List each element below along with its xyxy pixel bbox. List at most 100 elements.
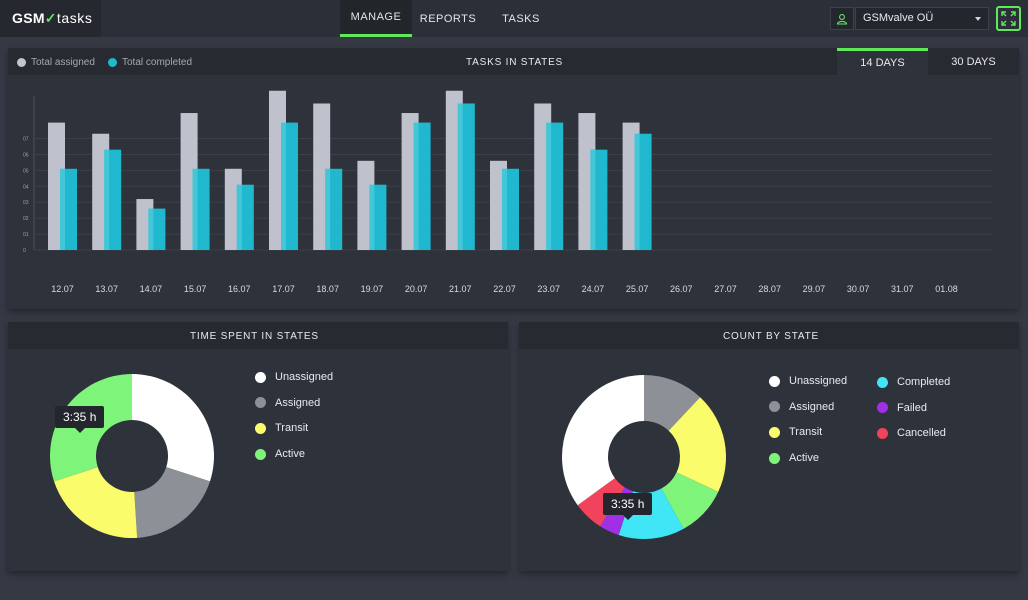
nav-tab-reports-label: REPORTS	[419, 12, 477, 25]
range-14-days-label: 14 DAYS	[860, 57, 905, 69]
legend-item[interactable]: Assigned	[769, 401, 834, 413]
x-tick-label: 29.07	[803, 284, 826, 294]
legend-dot	[769, 452, 780, 464]
donut-slice[interactable]	[54, 467, 138, 538]
legend-item[interactable]: Transit	[769, 426, 822, 438]
time-spent-tooltip: 3:35 h	[55, 406, 105, 433]
donut-slice[interactable]	[134, 467, 210, 538]
bar-highlight	[281, 122, 286, 250]
legend-label: Completed	[897, 376, 951, 388]
y-tick-label: 06	[23, 152, 29, 158]
legend-total-assigned-label: Total assigned	[31, 57, 95, 68]
x-tick-label: 21.07	[449, 284, 472, 294]
legend-dot	[877, 402, 888, 414]
x-tick-label: 12.07	[51, 284, 74, 294]
x-tick-label: 25.07	[626, 284, 649, 294]
legend-item[interactable]: Transit	[255, 422, 308, 434]
fullscreen-icon	[1001, 11, 1016, 26]
legend-label: Assigned	[275, 396, 321, 409]
x-tick-label: 16.07	[228, 284, 251, 294]
legend-item[interactable]: Active	[769, 452, 819, 464]
legend-item[interactable]: Completed	[877, 376, 950, 388]
time-spent-panel: TIME SPENT IN STATES Unassigned Assigned T…	[8, 322, 508, 571]
time-spent-title: TIME SPENT IN STATES	[190, 331, 319, 342]
legend-dot	[769, 375, 780, 387]
logo-tasks-text: tasks	[56, 10, 93, 26]
fullscreen-button[interactable]	[996, 6, 1021, 31]
time-spent-header: TIME SPENT IN STATES	[8, 322, 508, 349]
y-tick-label: 07	[23, 137, 29, 143]
app-logo: GSM✓tasks	[12, 10, 93, 27]
time-spent-tooltip-text: 3:35 h	[63, 410, 97, 424]
bar-highlight	[502, 168, 507, 250]
y-tick-label: 05	[23, 168, 29, 174]
x-tick-label: 17.07	[272, 284, 295, 294]
legend-label: Active	[275, 448, 305, 461]
bar-highlight	[457, 103, 463, 251]
legend-label: Unassigned	[789, 375, 848, 387]
donut-slice[interactable]	[577, 478, 625, 527]
donut-slice[interactable]	[132, 374, 214, 482]
count-by-state-title: COUNT BY STATE	[723, 331, 820, 342]
legend-dot	[255, 397, 266, 409]
legend-dot	[769, 426, 780, 438]
bar-highlight	[104, 149, 110, 250]
bar-highlight	[192, 168, 198, 250]
x-tick-label: 18.07	[316, 284, 339, 294]
count-by-state-header: COUNT BY STATE	[519, 322, 1019, 349]
range-30-days-label: 30 DAYS	[951, 55, 996, 68]
bar-highlight	[413, 122, 419, 250]
legend-label: Transit	[789, 426, 823, 439]
legend-item[interactable]: Unassigned	[255, 371, 333, 383]
bar-highlight	[369, 184, 375, 250]
bar-highlight	[236, 184, 242, 250]
x-tick-label: 15.07	[184, 284, 207, 294]
legend-dot-assigned	[17, 58, 26, 67]
bar-highlight	[590, 149, 596, 250]
legend-dot-completed	[108, 58, 117, 67]
legend-label: Failed	[897, 401, 927, 414]
range-30-days-button[interactable]: 30 DAYS	[928, 48, 1019, 75]
x-tick-label: 30.07	[847, 284, 870, 294]
donut-slice[interactable]	[562, 375, 644, 506]
range-14-days-button[interactable]: 14 DAYS	[837, 48, 928, 75]
tasks-in-states-title: TASKS IN STATES	[466, 57, 564, 68]
legend-item[interactable]: Unassigned	[769, 375, 847, 387]
legend-total-completed[interactable]: Total completed	[108, 57, 192, 68]
legend-item[interactable]: Active	[255, 448, 305, 460]
x-tick-label: 20.07	[405, 284, 428, 294]
y-tick-label: 02	[23, 216, 29, 222]
x-tick-label: 27.07	[714, 284, 737, 294]
count-by-state-panel: COUNT BY STATE Unassigned Assigned Transit…	[519, 322, 1019, 571]
donut-slice[interactable]	[644, 375, 701, 431]
donut-slice[interactable]	[668, 397, 726, 492]
user-icon	[836, 13, 848, 25]
legend-item[interactable]: Cancelled	[877, 427, 946, 439]
nav-tab-manage[interactable]: MANAGE	[340, 0, 412, 37]
legend-label: Cancelled	[897, 427, 946, 440]
user-button[interactable]	[830, 7, 854, 30]
bar-highlight	[634, 133, 640, 250]
donut-slice[interactable]	[661, 472, 719, 529]
legend-item[interactable]: Failed	[877, 402, 927, 414]
x-tick-label: 13.07	[95, 284, 118, 294]
legend-label: Unassigned	[275, 371, 334, 383]
legend-label: Active	[789, 452, 819, 465]
y-tick-label: 04	[23, 184, 29, 190]
legend-label: Assigned	[789, 400, 835, 413]
legend-total-assigned[interactable]: Total assigned	[17, 57, 95, 68]
time-spent-donut-chart	[50, 374, 214, 538]
nav-tab-tasks-label: TASKS	[502, 12, 540, 25]
x-tick-label: 31.07	[891, 284, 914, 294]
x-tick-label: 23.07	[537, 284, 560, 294]
bar-highlight	[148, 208, 154, 250]
nav-tab-reports[interactable]: REPORTS	[412, 0, 484, 37]
count-by-state-tooltip: 3:35 h	[603, 493, 653, 520]
logo-box[interactable]: GSM✓tasks	[0, 0, 101, 37]
nav-tab-tasks[interactable]: TASKS	[484, 0, 558, 37]
legend-dot	[255, 448, 266, 460]
legend-item[interactable]: Assigned	[255, 397, 320, 409]
count-by-state-donut-chart	[562, 375, 726, 539]
organization-select[interactable]: GSMvalve OÜ	[855, 7, 989, 30]
legend-label: Transit	[275, 422, 309, 435]
